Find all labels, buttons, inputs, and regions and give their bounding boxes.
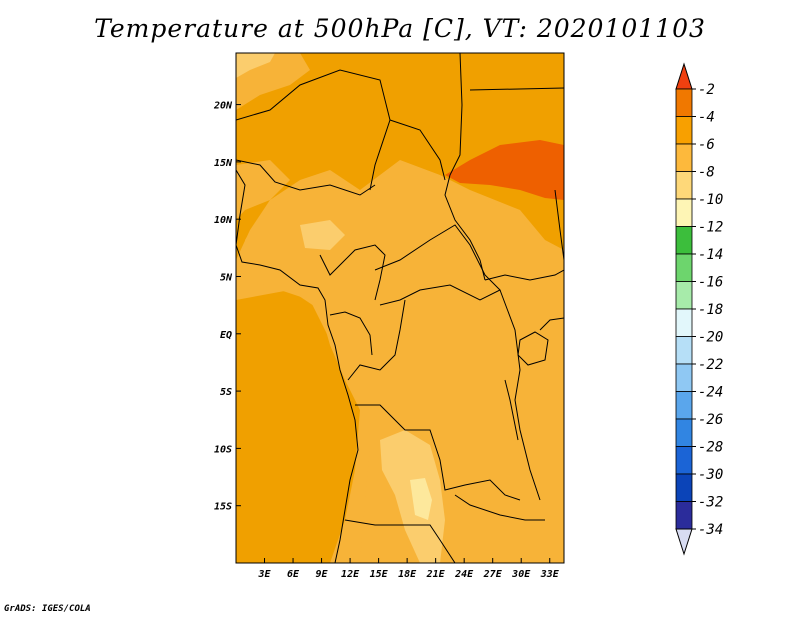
lon-tick-label: 24E — [454, 569, 474, 580]
colorbar-label: -22 — [698, 357, 723, 373]
colorbar-swatch — [675, 391, 693, 420]
colorbar-swatch — [675, 336, 693, 365]
coast-east — [554, 189, 564, 261]
border-sudan-south — [484, 269, 564, 281]
colorbar-label: -12 — [698, 220, 723, 236]
colorbar-label: -2 — [698, 82, 715, 98]
border-drc-east — [499, 289, 541, 501]
colorbar-label: -28 — [698, 440, 723, 456]
colorbar-swatch — [675, 88, 693, 117]
colorbar-label: -4 — [698, 110, 715, 126]
lat-tick-label: 5S — [220, 387, 232, 398]
lon-tick-label: 27E — [483, 569, 503, 580]
map-title: Temperature at 500hPa [C], VT: 202010110… — [94, 14, 706, 43]
field-band-m10-south — [410, 478, 432, 520]
colorbar-swatch — [675, 363, 693, 392]
colorbar-swatch — [675, 281, 693, 310]
lat-tick-label: 10S — [214, 444, 232, 455]
colorbar-top-arrow — [675, 62, 693, 90]
border-kenya — [539, 317, 564, 331]
color-legend: -2 -4 -6 -8 -10 -12 -14 -16 -18 -20 -22 -24 -26 -28 -3… — [675, 62, 723, 556]
border-mali-niger — [236, 159, 376, 196]
colorbar-label: -8 — [698, 165, 715, 181]
lon-tick-label: 6E — [287, 569, 300, 580]
border-namibia — [344, 519, 456, 563]
colorbar-label: -26 — [698, 412, 723, 428]
colorbar-bottom-arrow — [675, 528, 693, 556]
lake-tanganyika — [504, 379, 519, 441]
coastline-west-africa — [236, 169, 359, 563]
border-chad-sudan — [444, 53, 486, 281]
colorbar-swatch — [675, 116, 693, 145]
colorbar-swatch — [675, 473, 693, 502]
latitude-axis: 20N 15N 10N 5N EQ 5S 10S 15S — [213, 101, 241, 513]
temperature-field — [236, 53, 564, 563]
colorbar-swatch — [675, 171, 693, 200]
lon-tick-label: 3E — [257, 569, 271, 580]
lon-tick-label: 12E — [341, 569, 360, 580]
lat-tick-label: 20N — [213, 101, 233, 112]
colorbar-label: -6 — [698, 137, 715, 153]
colorbar-label: -16 — [698, 275, 723, 291]
lat-tick-label: EQ — [220, 330, 232, 341]
colorbar-label: -14 — [698, 247, 723, 263]
colorbar-swatch — [675, 253, 693, 282]
border-zambia-south — [454, 494, 545, 521]
field-band-m4-west — [236, 53, 564, 260]
border-gabon — [329, 311, 373, 356]
border-libya-egypt — [469, 87, 564, 91]
grads-credit: GrADS: IGES/COLA — [4, 604, 91, 614]
colorbar-label: -20 — [698, 330, 723, 346]
lon-tick-label: 33E — [540, 569, 560, 580]
colorbar-label: -30 — [698, 467, 723, 483]
colorbar-swatch — [675, 226, 693, 255]
colorbar-swatch — [675, 198, 693, 227]
border-drc-west — [347, 299, 406, 381]
field-band-m4-atlantic — [236, 290, 360, 563]
field-band-m6-congo — [245, 170, 564, 563]
colorbar-swatch — [675, 501, 693, 530]
colorbar-label: -24 — [698, 385, 723, 401]
colorbar-label: -32 — [698, 495, 723, 511]
colorbar-swatch — [675, 418, 693, 447]
field-band-m8-nw — [236, 53, 275, 78]
field-band-m2-sudan — [445, 140, 564, 200]
longitude-axis: 3E 6E 9E 12E 15E 18E 21E 24E 27E 30E 33E — [257, 558, 560, 580]
colorbar-swatch — [675, 308, 693, 337]
map-frame — [235, 52, 565, 564]
lon-tick-label: 21E — [426, 569, 446, 580]
lat-tick-label: 15N — [214, 158, 233, 169]
border-angola — [355, 404, 521, 501]
lon-tick-label: 9E — [316, 569, 329, 580]
colorbar-swatch — [675, 143, 693, 172]
lat-tick-label: 5N — [220, 272, 233, 283]
lon-tick-label: 30E — [511, 569, 531, 580]
border-nigeria-cameroon — [319, 244, 386, 301]
colorbar-label: -10 — [698, 192, 723, 208]
lat-tick-label: 10N — [214, 215, 233, 226]
lon-tick-label: 18E — [398, 569, 417, 580]
field-band-m6-gulf — [236, 160, 290, 220]
lon-tick-label: 15E — [370, 569, 389, 580]
field-band-m8-mid — [300, 220, 345, 250]
border-car — [374, 224, 501, 306]
colorbar-label: -18 — [698, 302, 723, 318]
colorbar-swatch — [675, 446, 693, 475]
border-sahara-north — [236, 69, 391, 191]
border-niger-chad — [389, 119, 446, 181]
lake-victoria — [517, 331, 549, 366]
lat-tick-label: 15S — [214, 502, 232, 513]
colorbar-label: -34 — [698, 522, 723, 538]
country-borders — [236, 53, 564, 563]
